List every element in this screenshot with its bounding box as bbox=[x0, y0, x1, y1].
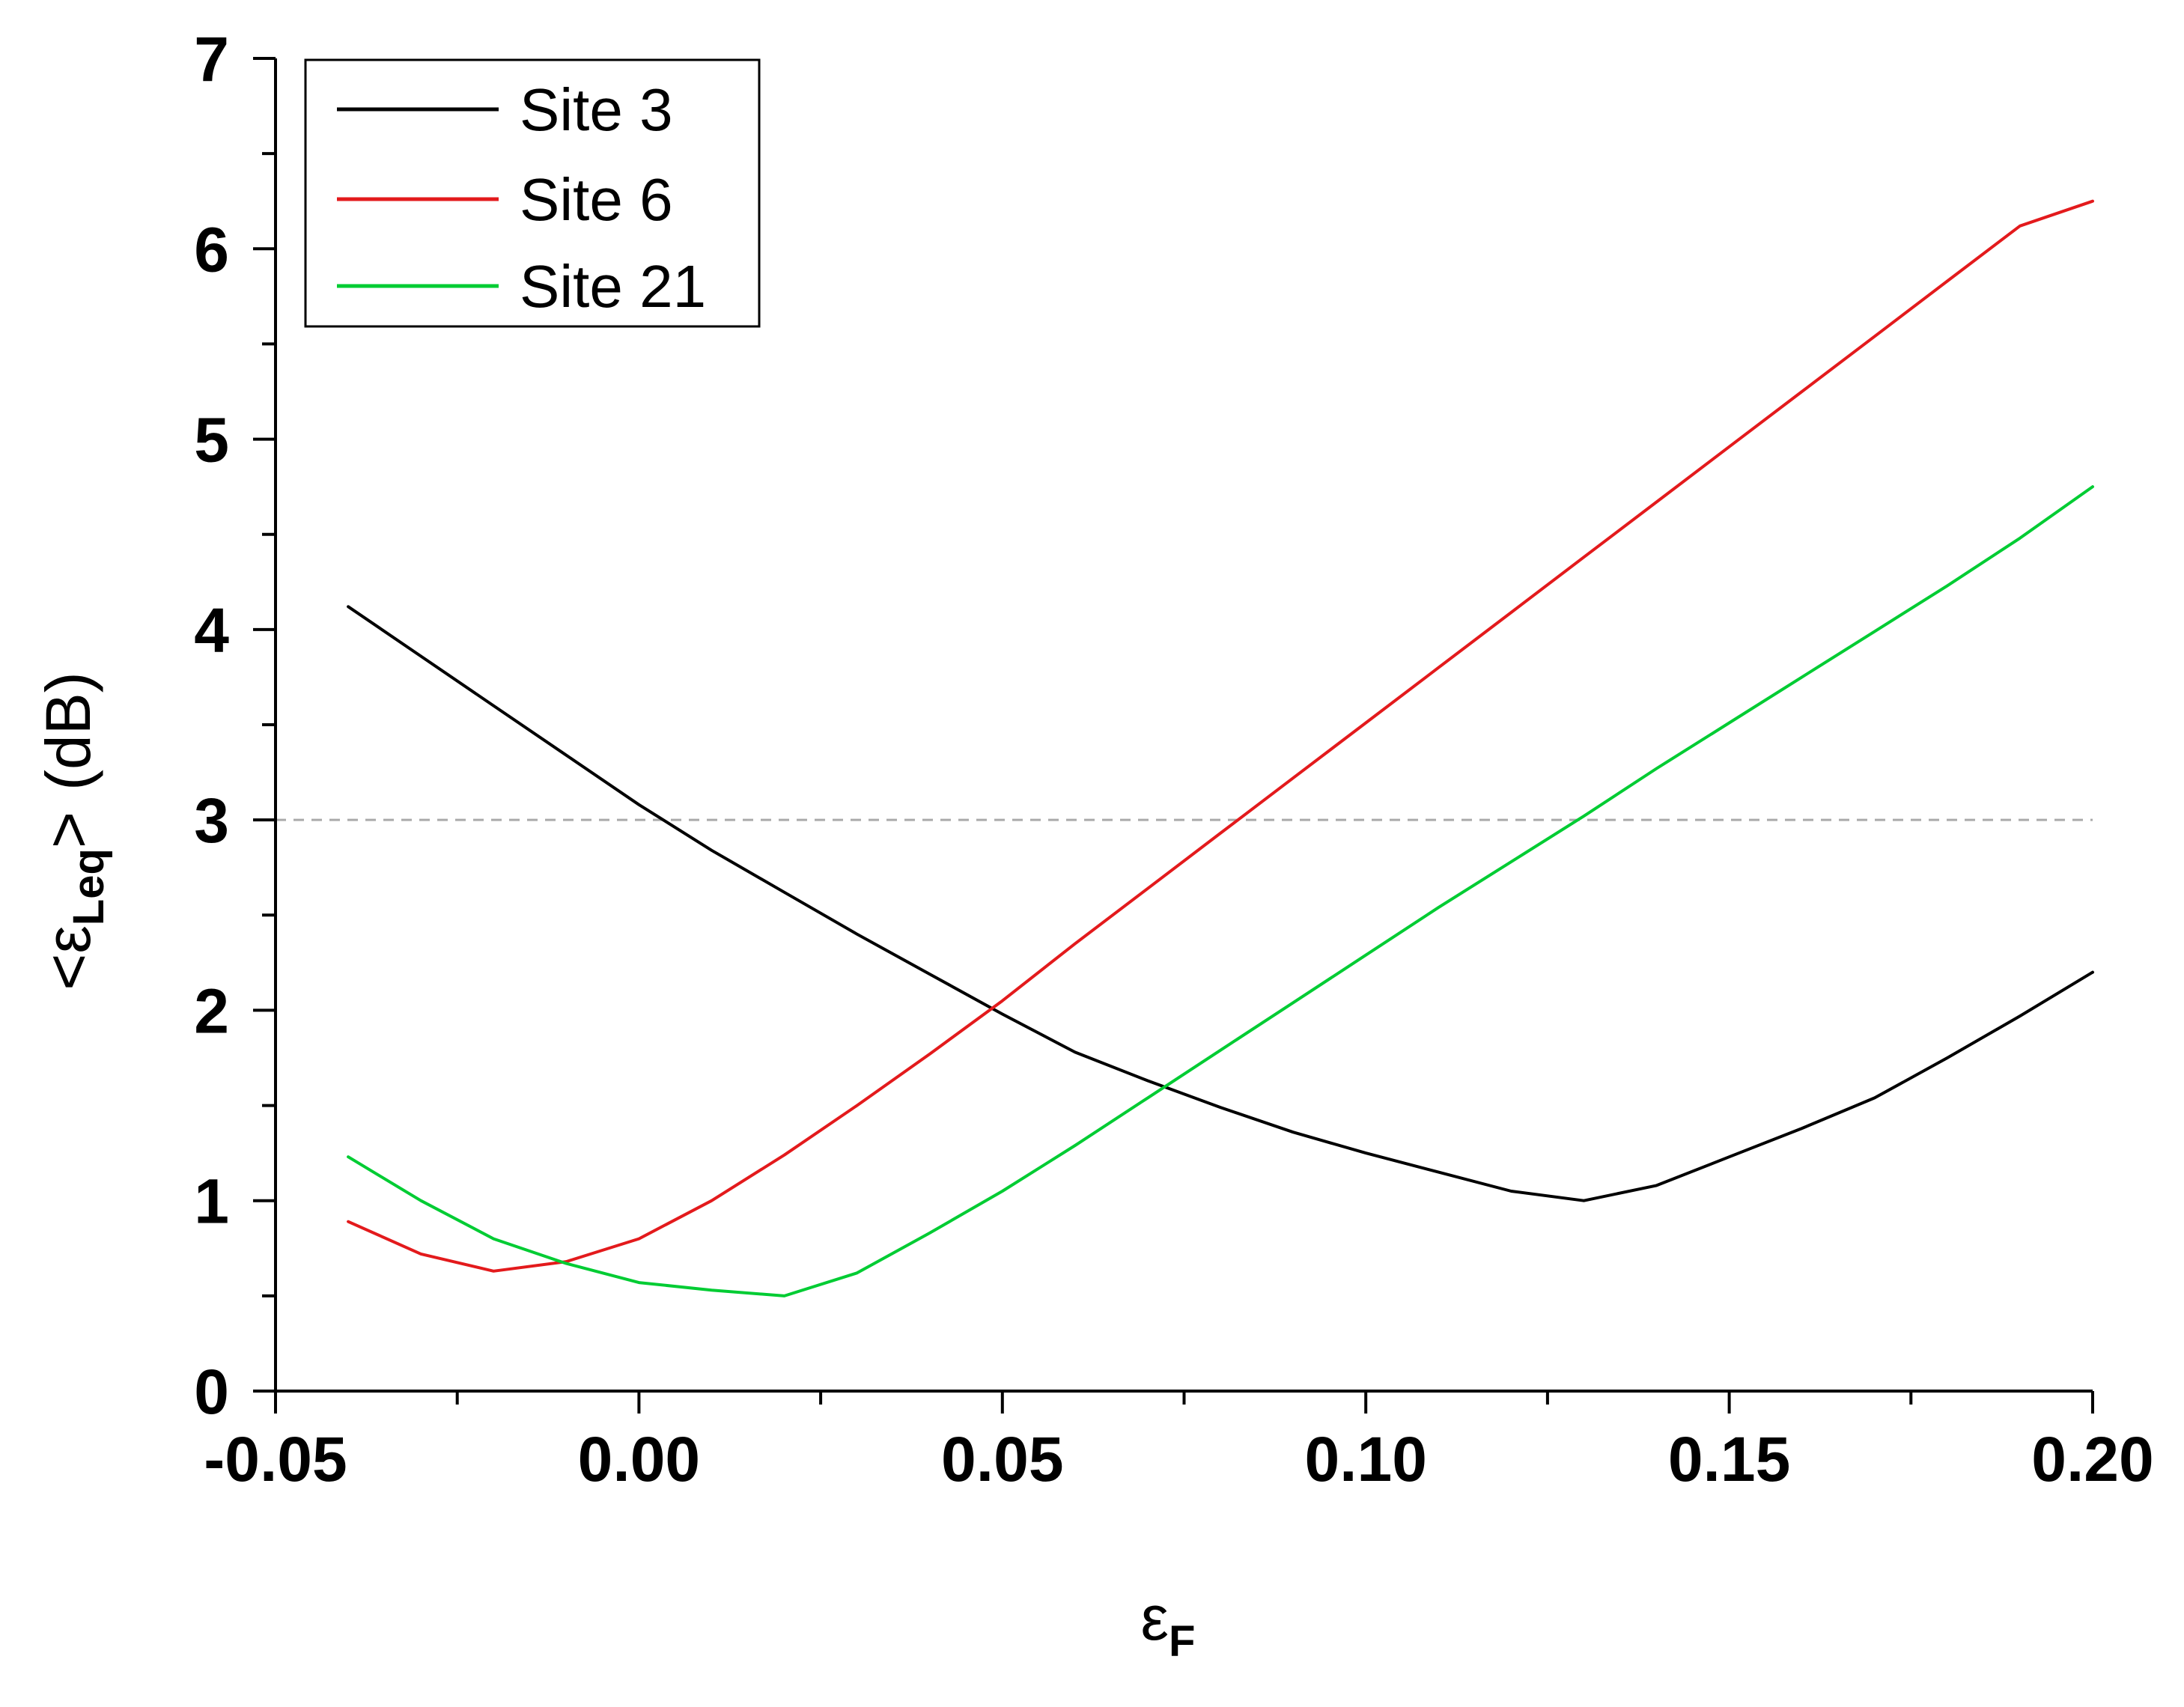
y-ticks: 0 1 2 3 4 5 6 7 bbox=[194, 24, 276, 1427]
y-axis-label-unit: (dB) bbox=[33, 672, 103, 791]
legend-box bbox=[304, 58, 761, 328]
y-tick-label: 1 bbox=[194, 1166, 229, 1237]
y-tick-label: 0 bbox=[194, 1357, 229, 1427]
x-tick-label: 0.10 bbox=[1304, 1424, 1427, 1494]
y-tick-label: 4 bbox=[194, 595, 229, 666]
legend-label-site-3: Site 3 bbox=[520, 76, 673, 143]
y-tick-label: 2 bbox=[194, 976, 229, 1046]
y-tick-label: 7 bbox=[194, 24, 229, 94]
series-line-site-3 bbox=[347, 605, 2094, 1202]
x-tick-label: 0.20 bbox=[2031, 1424, 2154, 1494]
y-axis-label-sub: Leq bbox=[64, 848, 113, 925]
x-tick-label: 0.15 bbox=[1668, 1424, 1791, 1494]
legend-label-site-6: Site 6 bbox=[520, 166, 673, 233]
y-tick-label: 3 bbox=[194, 785, 229, 856]
x-tick-label: 0.00 bbox=[578, 1424, 701, 1494]
legend-label-site-21: Site 21 bbox=[520, 253, 706, 320]
y-tick-label: 6 bbox=[194, 214, 229, 284]
series-line-site-21 bbox=[347, 485, 2094, 1297]
x-tick-label: -0.05 bbox=[204, 1424, 347, 1494]
y-tick-label: 5 bbox=[194, 405, 229, 475]
legend: Site 3 Site 6 Site 21 bbox=[304, 58, 761, 328]
x-axis-label: εF bbox=[1141, 1583, 1196, 1666]
x-axis-label-sub: F bbox=[1169, 1617, 1195, 1666]
y-axis-label-lt: <ε bbox=[33, 925, 103, 991]
x-tick-label: 0.05 bbox=[941, 1424, 1064, 1494]
series-line-site-6 bbox=[347, 199, 2094, 1273]
series-layer bbox=[347, 199, 2094, 1297]
x-axis-label-main: ε bbox=[1141, 1583, 1169, 1653]
x-ticks: -0.05 0.00 0.05 0.10 0.15 0.20 bbox=[204, 1391, 2154, 1494]
y-axis-label: <εLeq> (dB) bbox=[33, 672, 113, 990]
y-axis-label-gt: > bbox=[33, 812, 103, 848]
